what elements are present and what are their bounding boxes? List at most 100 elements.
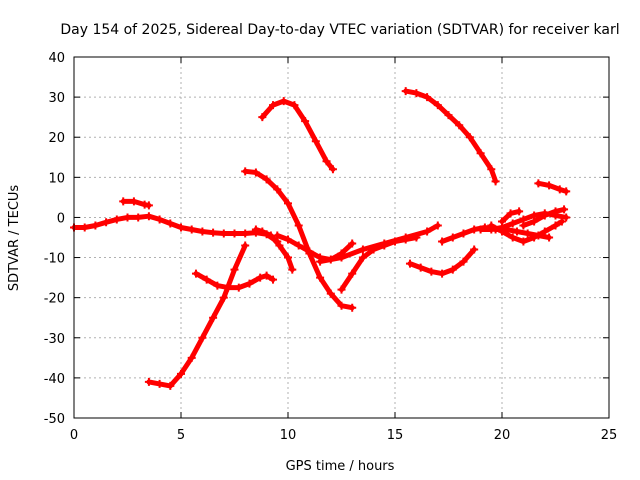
- data-point: [551, 221, 560, 230]
- axis-ticks: 0 5 10 15 20 25 -50 -40 -30 -20 -10 0 10 20 30 40: [44, 51, 618, 443]
- data-point: [294, 221, 303, 230]
- plot-frame: [73, 56, 610, 419]
- data-point: [198, 333, 207, 342]
- data-point: [405, 259, 414, 268]
- data-point: [134, 213, 143, 222]
- data-point: [256, 273, 265, 282]
- data-point: [498, 227, 506, 236]
- y-tick-label: 40: [48, 51, 65, 66]
- y-tick-label: 10: [48, 171, 65, 186]
- data-point: [129, 197, 138, 206]
- y-axis-label: SDTVAR / TECUs: [7, 185, 22, 292]
- data-point: [555, 185, 564, 194]
- data-point: [301, 117, 310, 126]
- data-point: [412, 89, 421, 98]
- y-tick-label: -50: [44, 412, 65, 427]
- data-point: [245, 279, 254, 288]
- data-point: [562, 213, 571, 222]
- data-point: [337, 285, 346, 294]
- data-point: [241, 229, 250, 238]
- y-tick-label: -20: [44, 292, 65, 307]
- data-point: [438, 269, 447, 278]
- x-tick-label: 0: [70, 428, 78, 443]
- data-point: [112, 215, 121, 224]
- series-line-arc-5: [242, 168, 355, 311]
- data-point: [519, 221, 528, 230]
- data-point: [438, 237, 447, 246]
- data-point: [241, 241, 250, 250]
- data-point: [241, 167, 250, 176]
- data-point: [348, 303, 357, 312]
- y-tick-label: 30: [48, 91, 65, 106]
- data-point: [275, 241, 284, 250]
- data-point: [123, 213, 132, 222]
- data-point: [102, 218, 111, 227]
- data-point: [155, 215, 164, 224]
- data-point: [337, 301, 346, 310]
- y-tick-label: -40: [44, 372, 65, 387]
- series-line-arc-3: [146, 243, 248, 389]
- data-point: [337, 253, 346, 262]
- data-point: [487, 221, 496, 230]
- data-point: [545, 181, 554, 190]
- data-point: [380, 239, 389, 248]
- data-point: [491, 177, 500, 186]
- data-point: [187, 353, 196, 362]
- data-point: [258, 227, 267, 236]
- data-point: [444, 111, 453, 120]
- data-point: [348, 269, 357, 278]
- data-point: [288, 265, 297, 274]
- data-point: [534, 179, 543, 188]
- data-point: [476, 225, 485, 234]
- data-point: [401, 87, 410, 96]
- data-point: [476, 149, 485, 158]
- data-point: [155, 379, 164, 388]
- data-point: [198, 227, 207, 236]
- data-point: [213, 281, 222, 290]
- data-point: [448, 233, 457, 242]
- chart-title: Day 154 of 2025, Sidereal Day-to-day VTE…: [60, 22, 619, 38]
- series-line-arc-11: [403, 88, 499, 184]
- data-point: [316, 257, 325, 266]
- data-point: [230, 265, 239, 274]
- x-axis-label: GPS time / hours: [286, 459, 395, 474]
- y-tick-label: -30: [44, 332, 65, 347]
- data-point: [269, 275, 278, 284]
- data-point: [80, 223, 89, 232]
- data-point: [433, 101, 442, 110]
- data-point: [455, 121, 464, 130]
- data-point: [166, 381, 175, 390]
- x-tick-label: 5: [177, 428, 185, 443]
- data-point: [322, 157, 331, 166]
- data-point: [348, 239, 357, 248]
- data-point: [284, 235, 292, 244]
- data-point: [294, 241, 303, 250]
- data-point: [470, 245, 479, 254]
- data-point: [506, 209, 515, 218]
- data-point: [258, 113, 267, 122]
- data-point: [545, 233, 554, 242]
- data-point: [465, 133, 474, 142]
- data-point: [562, 187, 571, 196]
- data-point: [187, 225, 196, 234]
- data-point: [269, 101, 278, 110]
- data-point: [144, 201, 153, 210]
- data-point: [557, 217, 566, 226]
- data-point: [508, 219, 517, 228]
- data-point: [328, 165, 337, 174]
- data-point: [262, 175, 271, 184]
- data-point: [166, 219, 175, 228]
- data-point: [251, 168, 260, 177]
- data-point: [279, 97, 288, 106]
- data-point: [202, 275, 211, 284]
- y-tick-label: 0: [57, 211, 65, 226]
- data-point: [416, 263, 425, 272]
- series-line-arc-10: [317, 223, 441, 265]
- data-point: [230, 229, 239, 238]
- data-point: [177, 223, 185, 232]
- data-point: [423, 227, 432, 236]
- data-point: [177, 369, 185, 378]
- grid: [74, 57, 609, 418]
- data-point: [423, 93, 432, 102]
- data-point: [209, 228, 218, 237]
